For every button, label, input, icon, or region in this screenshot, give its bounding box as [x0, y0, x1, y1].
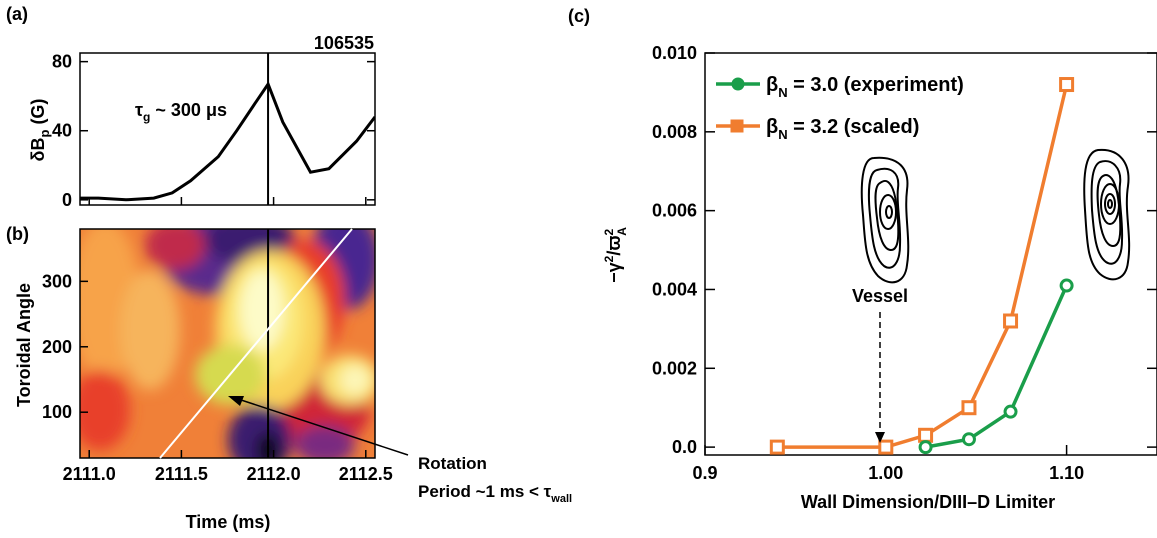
panel-b-frame [79, 228, 376, 459]
legend-label-0: βN = 3.0 (experiment) [766, 74, 964, 100]
panel-c-point-scaled [918, 427, 934, 443]
panel-c-vessel-arrowhead [875, 432, 885, 443]
panel-c-point-scaled [769, 439, 785, 455]
panel-c-ylabel: −γ2/ϖ2A [602, 227, 629, 283]
panel-c-point-experiment [1003, 404, 1018, 419]
panel-a-ytick-label: 0 [62, 190, 72, 210]
panel-c-legend: βN = 3.0 (experiment) βN = 3.2 (scaled) [716, 74, 964, 142]
panel-a-ytick-label: 40 [52, 121, 72, 141]
panel-c-xtick-label: 1.00 [868, 463, 903, 483]
panel-c-series-line-1 [777, 84, 1069, 449]
panel-a: 106535 0 40 80 δBp (G) τg ~ 300 μs [28, 33, 376, 210]
panel-b-xlabel: Time (ms) [186, 512, 271, 532]
panel-c-ytick-label: 0.010 [652, 43, 697, 63]
panel-c-xtick-label: 1.10 [1049, 463, 1084, 483]
panel-a-ytick-label: 80 [52, 52, 72, 72]
panel-b-ytick-label: 100 [42, 402, 72, 422]
panel-b-ytick-label: 200 [42, 337, 72, 357]
svg-text:δBp (G): δBp (G) [28, 99, 52, 162]
panel-b-xtick-label: 2112.0 [247, 464, 301, 484]
panel-c-ytick-label: 0.008 [652, 122, 697, 142]
panel-c-series-line-0 [925, 284, 1069, 449]
panel-c-ytick-label: 0.004 [652, 279, 697, 299]
legend-label-1: βN = 3.2 (scaled) [766, 116, 919, 142]
panel-a-frame [79, 52, 376, 206]
panel-b: 2111.0 2111.5 2112.0 2112.5 100 200 300 Time … [14, 228, 572, 532]
panel-a-title: 106535 [314, 33, 374, 53]
panel-a-series-line [80, 80, 375, 202]
panel-c-ytick-label: 0.006 [652, 201, 697, 221]
legend-marker-square [730, 119, 744, 133]
panel-b-annotation-line2: Period ~1 ms < τwall [418, 482, 572, 505]
panel-b-arrowhead [228, 396, 244, 406]
panel-label-c: (c) [568, 6, 590, 26]
panel-b-xtick-label: 2111.5 [155, 464, 208, 484]
legend-marker-circle [731, 77, 745, 91]
panel-c-point-experiment [918, 440, 933, 455]
panel-c-point-experiment [961, 432, 976, 447]
flux-surface-plot-1 [860, 156, 910, 284]
panel-c-ytick-label: 0.002 [652, 358, 697, 378]
panel-c-annotation-vessel: Vessel [852, 286, 908, 306]
panel-c: 0.9 1.00 1.10 0.0 0.002 0.004 0.006 0.008 0.010… [602, 43, 1157, 512]
panel-c-point-scaled [961, 400, 977, 416]
flux-surface-plot-2 [1083, 148, 1131, 281]
panel-c-xtick-label: 0.9 [692, 463, 717, 483]
panel-b-ylabel: Toroidal Angle [14, 283, 34, 407]
panel-c-point-scaled [1003, 313, 1019, 329]
svg-text:−γ2/ϖ2A: −γ2/ϖ2A [602, 227, 629, 283]
panel-c-ytick-label: 0.0 [672, 437, 697, 457]
panel-b-annotation-line1: Rotation [418, 454, 487, 473]
panel-b-rotation-line [159, 228, 353, 459]
panel-b-xtick-label: 2112.5 [339, 464, 393, 484]
panel-c-frame [704, 52, 1157, 456]
panel-label-a: (a) [6, 4, 28, 24]
panel-c-point-experiment [1059, 278, 1074, 293]
panel-b-xtick-label: 2111.0 [63, 464, 116, 484]
panel-c-point-scaled [1059, 77, 1075, 93]
panel-b-heatmap [80, 229, 375, 458]
panel-b-annotation-arrow [237, 398, 409, 456]
panel-c-xlabel: Wall Dimension/DIII–D Limiter [801, 492, 1055, 512]
panel-b-ytick-label: 300 [42, 271, 72, 291]
panel-c-point-scaled [878, 439, 894, 455]
panel-label-b: (b) [6, 224, 29, 244]
panel-a-annotation: τg ~ 300 μs [135, 100, 227, 124]
panel-a-ylabel: δBp (G) [28, 99, 52, 162]
